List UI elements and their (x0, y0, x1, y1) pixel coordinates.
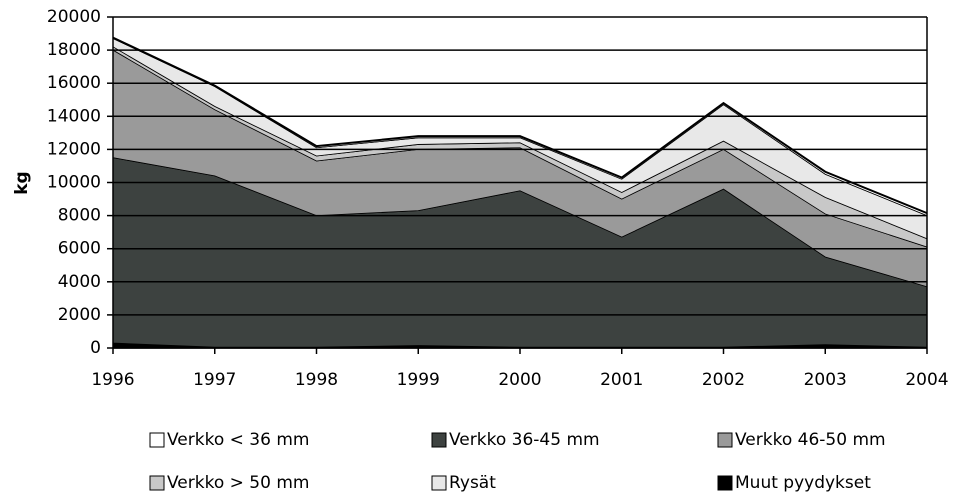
x-tick-label: 1998 (295, 370, 338, 390)
y-tick-label: 2000 (58, 305, 101, 325)
y-tick-label: 4000 (58, 272, 101, 292)
y-tick-label: 10000 (47, 173, 101, 193)
legend-swatch (149, 432, 165, 448)
y-tick-label: 8000 (58, 206, 101, 226)
legend-label: Rysät (449, 473, 496, 493)
x-tick-label: 2004 (905, 370, 948, 390)
y-axis-label: kg (12, 171, 32, 194)
x-tick-label: 1999 (397, 370, 440, 390)
x-tick-label: 1996 (91, 370, 134, 390)
legend-swatch (717, 432, 733, 448)
legend-swatch (717, 475, 733, 491)
y-tick-label: 0 (90, 338, 101, 358)
y-tick-label: 14000 (47, 106, 101, 126)
legend-swatch (431, 432, 447, 448)
legend-label: Muut pyydykset (735, 473, 871, 493)
legend-swatch (431, 475, 447, 491)
y-tick-label: 20000 (47, 7, 101, 27)
y-tick-label: 16000 (47, 73, 101, 93)
x-tick-label: 2001 (600, 370, 643, 390)
legend-label: Verkko > 50 mm (167, 473, 309, 493)
x-tick-label: 2002 (702, 370, 745, 390)
y-tick-label: 6000 (58, 239, 101, 259)
legend-label: Verkko < 36 mm (167, 430, 309, 450)
x-tick-label: 1997 (193, 370, 236, 390)
x-tick-label: 2003 (804, 370, 847, 390)
legend-label: Verkko 46-50 mm (735, 430, 886, 450)
y-tick-label: 18000 (47, 40, 101, 60)
y-tick-label: 12000 (47, 139, 101, 159)
legend-swatch (149, 475, 165, 491)
legend-label: Verkko 36-45 mm (449, 430, 600, 450)
x-tick-label: 2000 (498, 370, 541, 390)
